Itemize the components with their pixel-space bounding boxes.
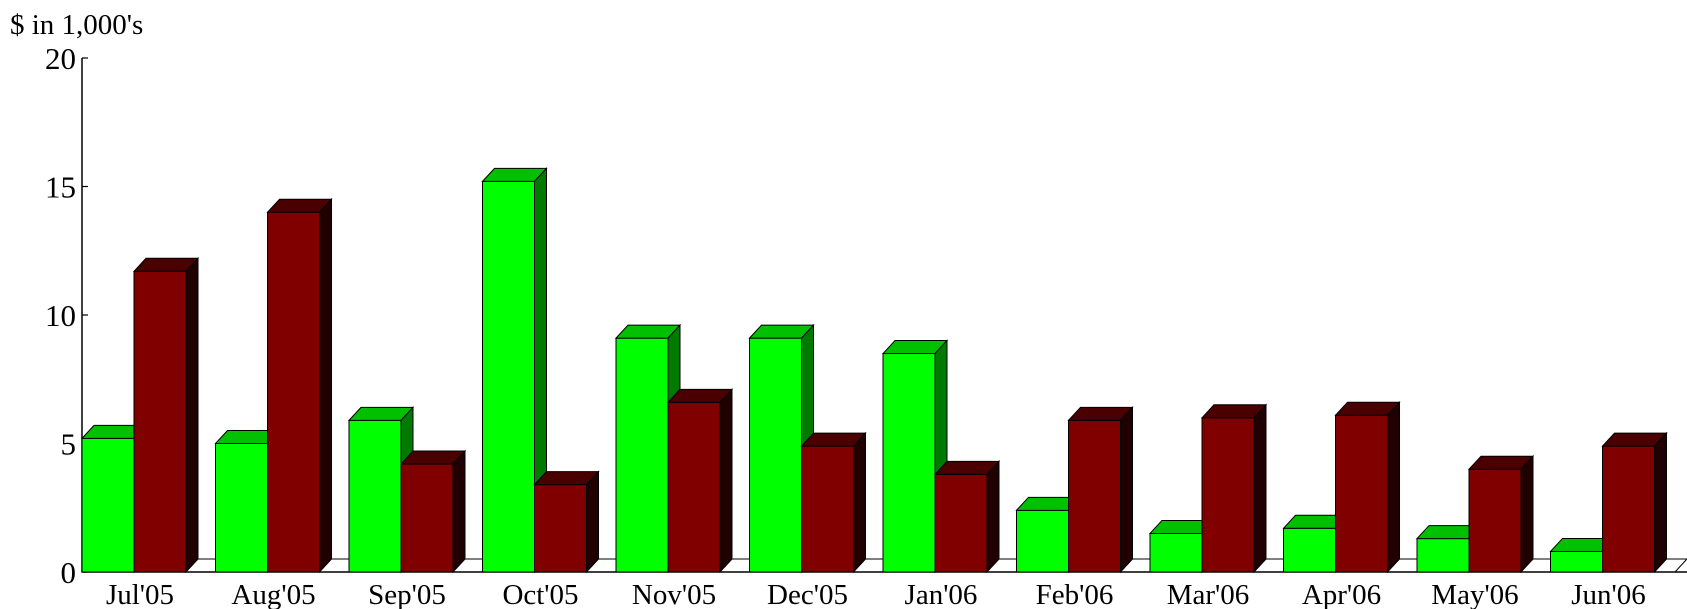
bar-front: [215, 443, 268, 573]
bar-side: [719, 388, 733, 574]
y-tick-label: 0: [61, 555, 77, 590]
bar-front: [1283, 527, 1336, 573]
y-tick-label: 5: [61, 427, 77, 462]
bar-front: [1550, 550, 1603, 573]
bar: [800, 431, 867, 574]
x-tick-label: Jan'06: [905, 579, 978, 609]
x-tick-label: Sep'05: [368, 579, 446, 609]
bar: [1067, 406, 1134, 574]
y-tick-label: 20: [45, 41, 76, 76]
x-tick-label: Dec'05: [767, 579, 848, 609]
bar-side: [1387, 400, 1400, 574]
x-tick-label: May'06: [1431, 579, 1518, 609]
x-tick-label: Jun'06: [1571, 579, 1646, 609]
bar-front: [749, 337, 802, 573]
bar-front: [1602, 445, 1655, 573]
bar: [1200, 403, 1268, 574]
bar-front: [1016, 509, 1069, 573]
bar-front: [667, 401, 721, 573]
bar-front: [1335, 414, 1388, 573]
bar: [132, 257, 200, 574]
bar-front: [348, 419, 402, 573]
bar-side: [1120, 406, 1133, 574]
x-tick-label: Mar'06: [1167, 579, 1250, 609]
bar-front: [482, 180, 535, 573]
bar-front: [801, 445, 854, 573]
bar-front: [1416, 538, 1470, 573]
bar: [666, 388, 734, 574]
bar-front: [1149, 532, 1203, 573]
bar-side: [1253, 403, 1267, 574]
bar-front: [534, 484, 587, 573]
bar-side: [319, 197, 332, 574]
x-tick-label: Aug'05: [231, 579, 315, 609]
bar-side: [1654, 431, 1667, 574]
x-tick-label: Apr'06: [1302, 579, 1381, 609]
y-axis-label: $ in 1,000's: [10, 9, 143, 41]
bar-front: [267, 211, 320, 573]
bar-front: [81, 437, 135, 573]
bar: [1467, 454, 1535, 574]
bar: [1601, 431, 1668, 574]
y-axis-ticks: 0 5 10 15 20: [45, 41, 88, 590]
bar-front: [615, 337, 669, 573]
bars-group: [80, 167, 1668, 574]
bar-side: [586, 470, 599, 574]
x-tick-label: Oct'05: [502, 579, 578, 609]
bar-side: [853, 431, 866, 574]
bar-front: [1201, 417, 1255, 573]
y-tick-label: 10: [45, 298, 76, 333]
bar-front: [133, 270, 187, 573]
bar: [399, 449, 467, 574]
bar-side: [1520, 454, 1534, 574]
x-tick-label: Nov'05: [632, 579, 716, 609]
bar: [481, 167, 548, 574]
bar: [933, 460, 1001, 574]
bar-front: [400, 463, 454, 573]
bar-front: [1468, 468, 1522, 573]
y-tick-label: 15: [45, 170, 76, 205]
x-axis-labels: Jul'05 Aug'05 Sep'05 Oct'05 Nov'05 Dec'05 Jan'…: [106, 579, 1646, 609]
bar-side: [185, 257, 199, 574]
bar-front: [882, 353, 936, 573]
bar-side: [986, 460, 1000, 574]
x-tick-label: Feb'06: [1036, 579, 1114, 609]
bar-side: [452, 449, 466, 574]
bar: [1334, 400, 1401, 574]
bar-front: [934, 473, 988, 573]
x-tick-label: Jul'05: [106, 579, 174, 609]
bar: [533, 470, 600, 574]
bar-front: [1068, 419, 1121, 573]
bar: [266, 197, 333, 574]
